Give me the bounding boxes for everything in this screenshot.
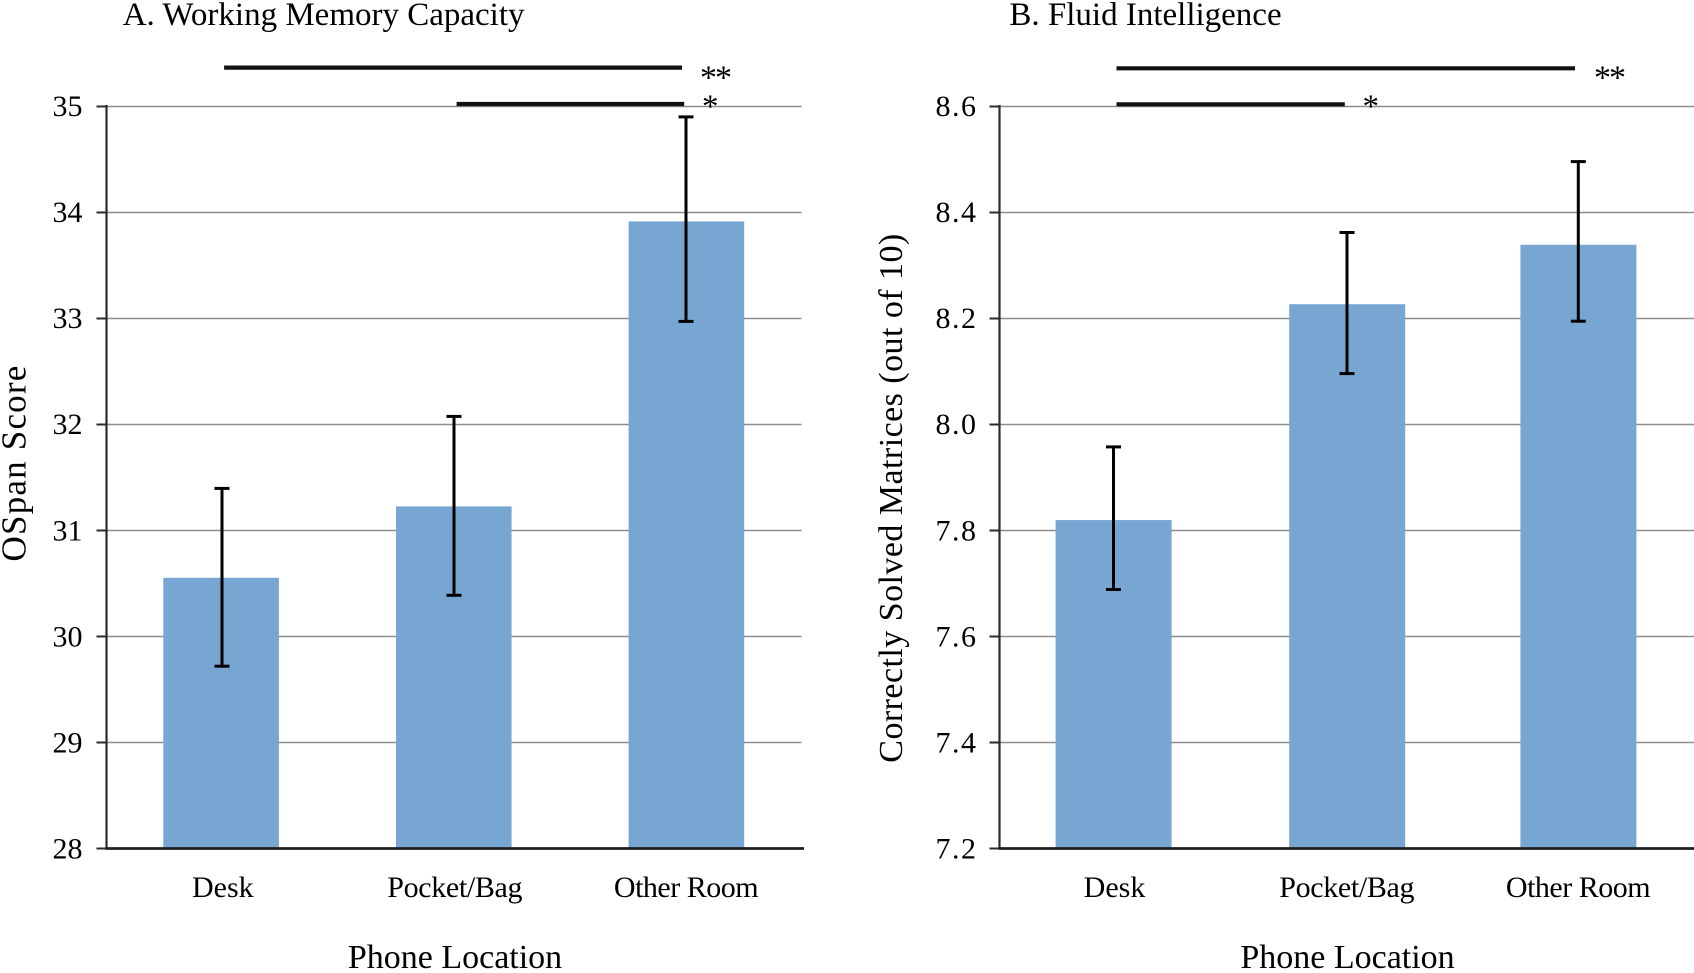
svg-text:B. Fluid Intelligence: B. Fluid Intelligence <box>1009 0 1281 33</box>
svg-text:7.4: 7.4 <box>936 726 978 759</box>
svg-text:A. Working Memory Capacity: A. Working Memory Capacity <box>123 0 525 33</box>
svg-text:28: 28 <box>53 833 83 866</box>
svg-text:33: 33 <box>53 302 83 335</box>
svg-text:32: 32 <box>53 408 83 441</box>
svg-text:8.4: 8.4 <box>936 196 978 229</box>
svg-text:Other Room: Other Room <box>1506 871 1650 904</box>
svg-text:Other Room: Other Room <box>614 871 758 904</box>
svg-text:Pocket/Bag: Pocket/Bag <box>387 871 522 904</box>
svg-text:Correctly Solved Matrices (out: Correctly Solved Matrices (out of 10) <box>873 233 910 762</box>
svg-text:Desk: Desk <box>192 871 254 904</box>
svg-text:35: 35 <box>53 90 83 123</box>
svg-text:8.0: 8.0 <box>936 408 978 441</box>
svg-text:*: * <box>702 89 719 125</box>
svg-text:31: 31 <box>53 514 83 547</box>
svg-text:Phone Location: Phone Location <box>348 939 562 973</box>
svg-text:*: * <box>1363 89 1380 125</box>
svg-text:30: 30 <box>53 620 83 653</box>
svg-text:**: ** <box>1594 60 1625 97</box>
svg-text:8.6: 8.6 <box>936 90 978 123</box>
svg-text:29: 29 <box>53 726 83 759</box>
svg-text:8.2: 8.2 <box>936 302 978 335</box>
svg-text:OSpan Score: OSpan Score <box>0 365 34 562</box>
svg-text:Desk: Desk <box>1084 871 1146 904</box>
svg-text:Pocket/Bag: Pocket/Bag <box>1279 871 1414 904</box>
svg-text:**: ** <box>700 60 731 97</box>
svg-text:34: 34 <box>53 196 83 229</box>
svg-text:7.8: 7.8 <box>936 514 978 547</box>
svg-text:7.2: 7.2 <box>936 833 978 866</box>
svg-text:Phone Location: Phone Location <box>1240 939 1454 973</box>
svg-text:7.6: 7.6 <box>936 620 978 653</box>
